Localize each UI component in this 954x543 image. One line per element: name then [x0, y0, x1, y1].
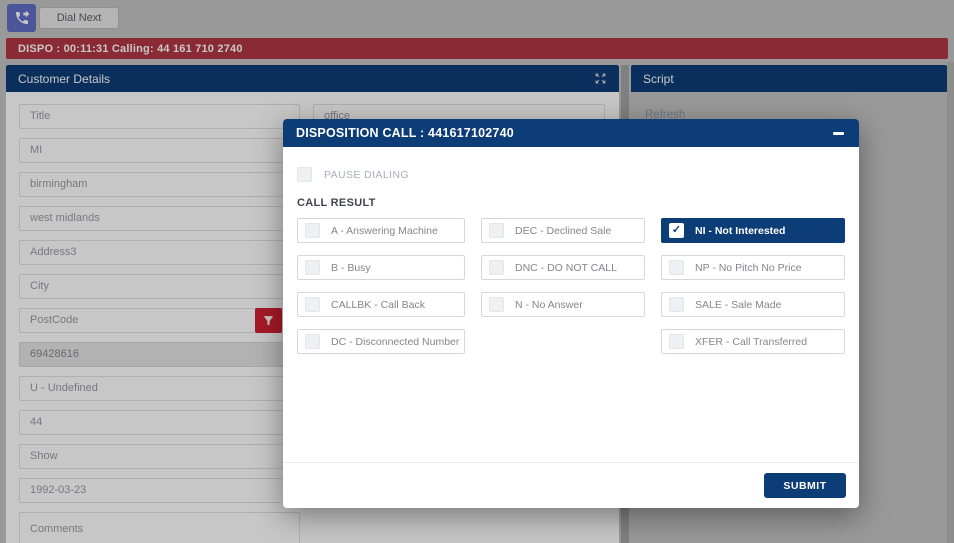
checkbox-icon: [669, 334, 684, 349]
checked-checkbox-icon: ✓: [669, 223, 684, 238]
country-code-field[interactable]: 44: [19, 410, 300, 435]
title-field[interactable]: Title: [19, 104, 300, 129]
option-label: NI - Not Interested: [695, 224, 786, 237]
dob-field[interactable]: 1992-03-23: [19, 478, 300, 503]
disposition-modal: DISPOSITION CALL : 441617102740 PAUSE DI…: [283, 119, 859, 508]
call-result-options: A - Answering Machine B - Busy CALLBK - …: [297, 218, 845, 366]
option-not-interested[interactable]: ✓ NI - Not Interested: [661, 218, 845, 243]
checkbox-icon: [489, 223, 504, 238]
option-call-back[interactable]: CALLBK - Call Back: [297, 292, 465, 317]
checkbox-icon: [305, 260, 320, 275]
option-label: XFER - Call Transferred: [695, 335, 808, 348]
option-call-transferred[interactable]: XFER - Call Transferred: [661, 329, 845, 354]
option-no-answer[interactable]: N - No Answer: [481, 292, 645, 317]
dial-phone-button[interactable]: [7, 4, 36, 32]
checkbox-icon: [305, 334, 320, 349]
option-label: A - Answering Machine: [331, 224, 438, 237]
phone-forward-icon: [14, 10, 30, 26]
expand-icon[interactable]: [594, 72, 607, 85]
postcode-field[interactable]: PostCode: [19, 308, 300, 333]
option-answering-machine[interactable]: A - Answering Machine: [297, 218, 465, 243]
dial-next-button[interactable]: Dial Next: [39, 7, 119, 29]
pause-dialing-label: PAUSE DIALING: [324, 168, 409, 181]
filter-icon: [262, 314, 275, 327]
city-field[interactable]: City: [19, 274, 300, 299]
mi-field[interactable]: MI: [19, 138, 300, 163]
gender-field[interactable]: U - Undefined: [19, 376, 300, 401]
checkbox-icon: [489, 297, 504, 312]
customer-details-header: Customer Details: [6, 65, 619, 92]
script-title: Script: [643, 71, 674, 86]
disposition-modal-footer: SUBMIT: [283, 462, 859, 508]
checkbox-icon: [297, 167, 312, 182]
option-sale-made[interactable]: SALE - Sale Made: [661, 292, 845, 317]
checkbox-icon: [305, 297, 320, 312]
city1-field[interactable]: birmingham: [19, 172, 300, 197]
page-scrollbar[interactable]: [947, 62, 954, 543]
option-no-pitch-no-price[interactable]: NP - No Pitch No Price: [661, 255, 845, 280]
pause-dialing-checkbox[interactable]: PAUSE DIALING: [297, 167, 845, 182]
checkbox-icon: [669, 297, 684, 312]
option-label: CALLBK - Call Back: [331, 298, 425, 311]
checkbox-icon: [305, 223, 320, 238]
option-declined-sale[interactable]: DEC - Declined Sale: [481, 218, 645, 243]
check-icon: ✓: [671, 224, 682, 236]
option-label: DEC - Declined Sale: [515, 224, 612, 237]
script-panel: Script Refresh: [631, 65, 947, 543]
comments-field[interactable]: Comments: [19, 512, 300, 543]
option-do-not-call[interactable]: DNC - DO NOT CALL: [481, 255, 645, 280]
script-header: Script: [631, 65, 947, 92]
disposition-modal-title: DISPOSITION CALL : 441617102740: [296, 126, 514, 140]
county-field[interactable]: west midlands: [19, 206, 300, 231]
show-field[interactable]: Show: [19, 444, 300, 469]
call-result-label: CALL RESULT: [297, 197, 376, 209]
option-disconnected-number[interactable]: DC - Disconnected Number: [297, 329, 465, 354]
minimize-icon[interactable]: [830, 125, 846, 141]
checkbox-icon: [669, 260, 684, 275]
option-label: N - No Answer: [515, 298, 583, 311]
option-label: DC - Disconnected Number: [331, 335, 460, 348]
call-status-bar: DISPO : 00:11:31 Calling: 44 161 710 274…: [6, 38, 948, 59]
option-busy[interactable]: B - Busy: [297, 255, 465, 280]
address3-field[interactable]: Address3: [19, 240, 300, 265]
disposition-modal-header: DISPOSITION CALL : 441617102740: [283, 119, 859, 147]
submit-button[interactable]: SUBMIT: [764, 473, 846, 498]
postcode-filter-button[interactable]: [255, 308, 282, 333]
account-number-field: 69428616: [19, 342, 300, 367]
option-label: NP - No Pitch No Price: [695, 261, 802, 274]
option-label: B - Busy: [331, 261, 371, 274]
checkbox-icon: [489, 260, 504, 275]
refresh-link[interactable]: Refresh: [645, 109, 686, 121]
option-label: DNC - DO NOT CALL: [515, 261, 617, 274]
option-label: SALE - Sale Made: [695, 298, 782, 311]
customer-details-title: Customer Details: [18, 71, 111, 86]
